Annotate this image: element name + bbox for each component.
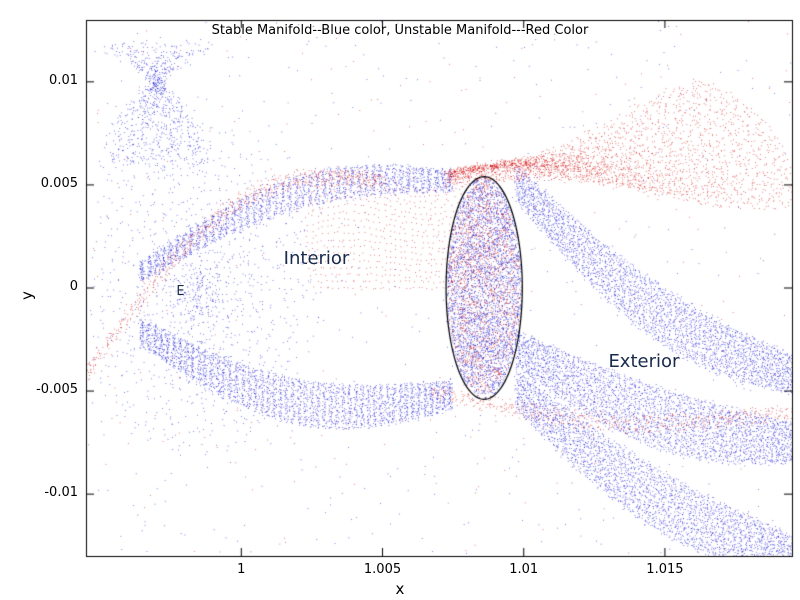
x-tick-label: 1.005	[358, 562, 408, 577]
y-tick-label: -0.01	[44, 485, 78, 500]
y-tick-label: 0.005	[41, 176, 78, 191]
annotation-exterior: Exterior	[608, 351, 679, 372]
chart-title: Stable Manifold--Blue color, Unstable Ma…	[0, 23, 800, 38]
x-tick-label: 1.015	[640, 562, 690, 577]
x-tick-label: 1.01	[499, 562, 549, 577]
x-axis-label: x	[0, 580, 800, 598]
y-axis-label: y	[18, 291, 36, 300]
annotation-interior: Interior	[284, 248, 350, 269]
y-tick-label: -0.005	[36, 382, 78, 397]
y-tick-label: 0	[70, 279, 78, 294]
annotation-e: E	[176, 284, 184, 299]
manifold-chart: Stable Manifold--Blue color, Unstable Ma…	[0, 0, 800, 600]
x-tick-label: 1	[216, 562, 266, 577]
y-tick-label: 0.01	[49, 73, 78, 88]
plot-canvas	[0, 0, 800, 600]
